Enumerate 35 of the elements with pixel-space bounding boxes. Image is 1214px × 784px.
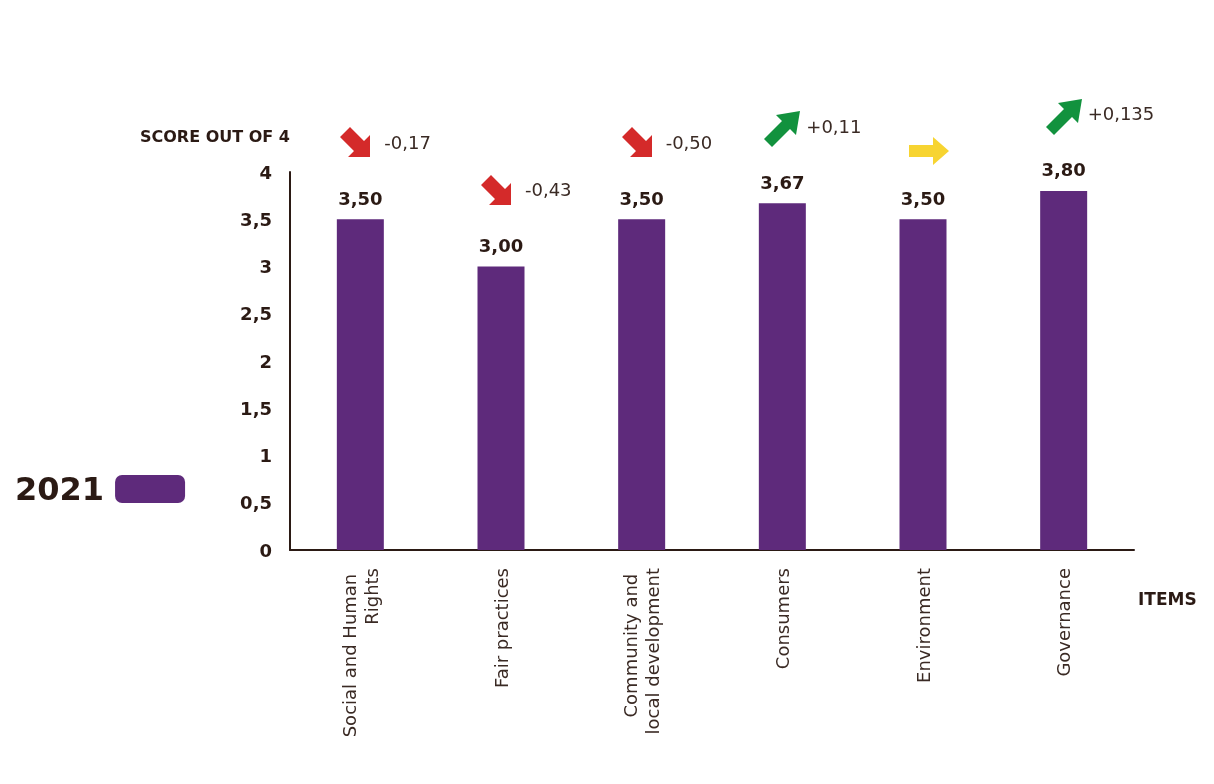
legend-label: 2021 <box>15 470 105 508</box>
x-tick-label: Environment <box>912 568 934 683</box>
data-label: 3,67 <box>760 171 805 193</box>
bar <box>477 266 525 550</box>
text: +0,135 <box>1087 103 1155 125</box>
text: -0,50 <box>665 131 713 153</box>
data-label: 3,50 <box>900 187 946 209</box>
x-tick-label: Community and local development <box>620 568 664 735</box>
x-tick-label: Consumers <box>771 568 793 670</box>
bar <box>758 203 806 550</box>
y-tick-label: 0 <box>259 539 272 561</box>
data-label: 3,80 <box>1041 159 1086 181</box>
bar <box>1040 190 1088 550</box>
y-tick-label: 4 <box>259 161 272 183</box>
y-tick-label: 1,5 <box>240 397 272 419</box>
x-axis-title: ITEMS <box>1138 588 1197 609</box>
y-tick-label: 3,5 <box>240 208 272 230</box>
y-tick-label: 2 <box>259 350 272 372</box>
data-label: 3,00 <box>478 235 524 256</box>
x-tick-label: Fair practices <box>490 568 512 689</box>
y-tick-label: 1 <box>259 445 272 466</box>
x-tick-label: Governance <box>1053 568 1075 677</box>
text: +0,11 <box>806 115 862 137</box>
bar <box>618 219 666 550</box>
bar <box>899 219 947 550</box>
x-tick-label: Social and Human Rights <box>338 568 382 738</box>
annotation: -0,43 <box>525 179 572 200</box>
bar <box>336 219 384 550</box>
y-tick-label: 2,5 <box>240 303 272 325</box>
data-label: 3,50 <box>338 187 383 209</box>
data-label: 3,50 <box>619 187 664 209</box>
y-tick-label: 0,5 <box>240 492 272 514</box>
y-axis-title: SCORE OUT OF 4 <box>140 126 290 146</box>
text: -0,17 <box>384 131 431 153</box>
y-tick-label: 3 <box>259 256 272 277</box>
